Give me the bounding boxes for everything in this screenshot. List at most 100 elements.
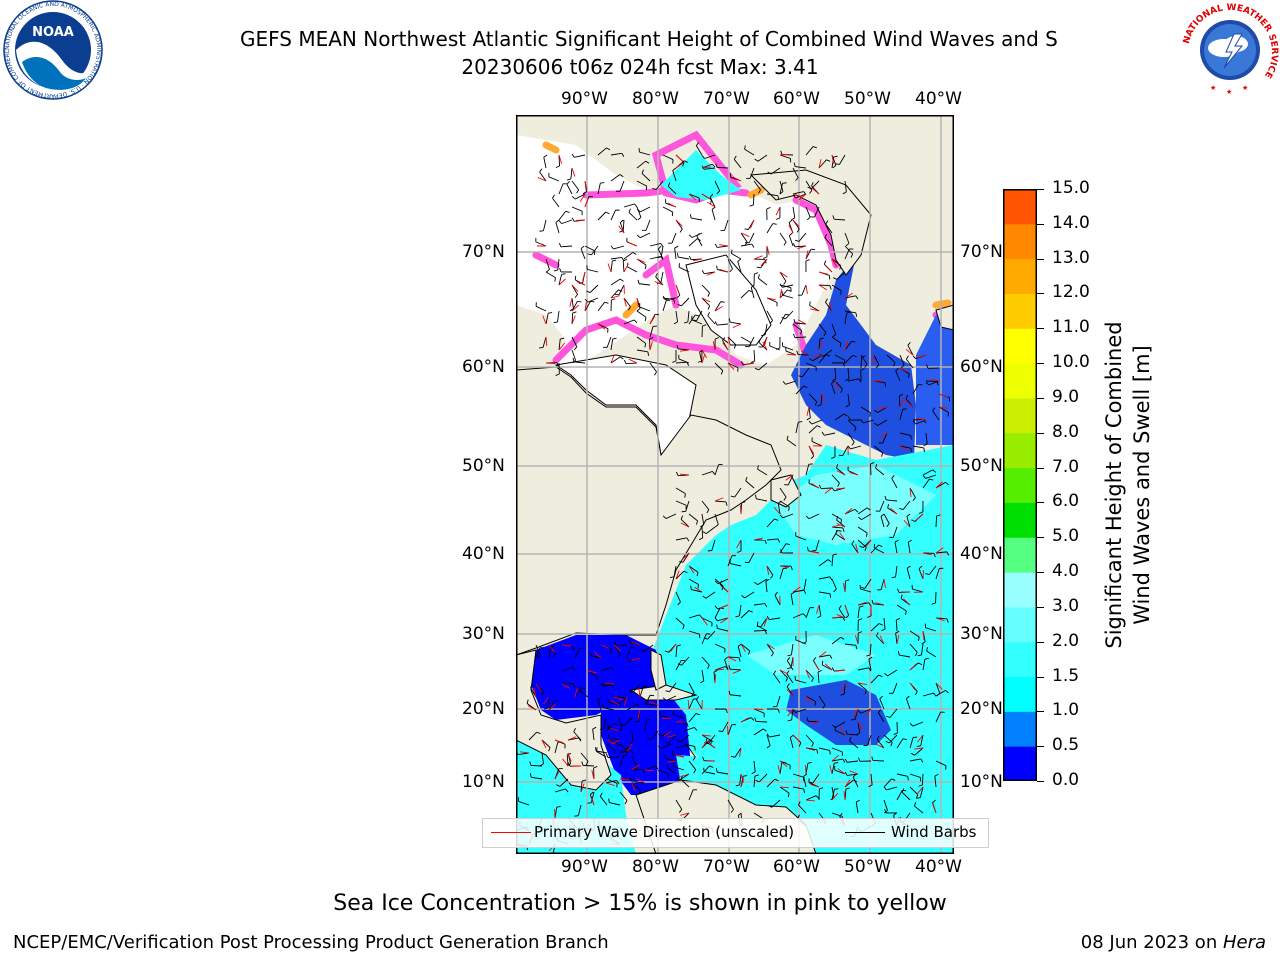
wave-direction-arrow <box>545 336 548 347</box>
wind-barb-flag <box>875 364 880 369</box>
wind-barb <box>831 526 843 529</box>
wind-barb-flag <box>605 211 610 215</box>
wind-barb-flag <box>861 355 866 358</box>
wind-barb <box>928 380 940 386</box>
wind-barb-flag <box>765 578 770 582</box>
wind-barb <box>675 660 682 671</box>
wave-direction-arrow <box>628 358 638 364</box>
wind-barb <box>557 310 560 322</box>
wind-barb <box>844 779 854 788</box>
wind-barb <box>774 595 781 606</box>
wind-barb-flag <box>672 360 677 363</box>
wave-direction-arrow <box>909 663 917 671</box>
wind-barb <box>696 310 703 321</box>
wind-barb-flag <box>777 708 780 713</box>
wave-direction-arrow <box>792 219 800 227</box>
wind-barb-flag <box>572 683 575 688</box>
wave-direction-arrow <box>797 245 807 250</box>
wind-barb <box>875 467 885 476</box>
wind-barb <box>660 271 664 283</box>
wind-barb-flag <box>672 167 677 171</box>
wind-barb-flag <box>612 337 617 340</box>
wind-barb-flag <box>852 773 857 778</box>
wave-direction-arrow <box>631 657 641 661</box>
wind-barb <box>844 248 850 260</box>
wind-barb <box>795 639 807 645</box>
wind-barb-flag <box>910 448 912 453</box>
wave-direction-arrow <box>680 473 690 476</box>
wind-barb <box>803 776 807 788</box>
wind-barb-flag <box>688 255 692 260</box>
wind-barb <box>657 248 664 260</box>
wave-direction-arrow <box>805 284 808 294</box>
wind-barb <box>606 336 612 348</box>
wind-barb-flag <box>893 812 897 816</box>
wind-barb-flag <box>842 616 846 621</box>
wind-barb-flag <box>920 758 924 763</box>
wind-barb-flag <box>910 435 912 440</box>
wave-direction-arrow <box>916 786 924 795</box>
wave-direction-arrow <box>714 305 723 312</box>
wave-direction-arrow <box>804 764 807 775</box>
wind-barb <box>541 752 544 764</box>
wind-barb <box>868 659 872 671</box>
colorbar-tick-label: 11.0 <box>1052 317 1090 338</box>
wind-barb <box>789 737 794 749</box>
wind-barb <box>548 700 556 711</box>
wind-barb-flag <box>917 654 922 657</box>
wind-barb-flag <box>552 194 555 199</box>
wind-barb-flag <box>886 523 890 527</box>
wave-direction-arrow <box>903 598 911 606</box>
wind-barb <box>619 755 624 767</box>
wind-barb <box>912 721 924 727</box>
wind-barb-flag <box>792 333 796 338</box>
wave-direction-arrow <box>831 754 840 762</box>
colorbar-label: Significant Height of Combined Wind Wave… <box>1102 321 1154 649</box>
wave-direction-arrow <box>905 348 914 356</box>
wave-direction-arrow <box>805 695 812 704</box>
wind-barb <box>847 419 857 428</box>
colorbar-cell <box>1003 258 1037 294</box>
newfoundland-land <box>770 474 802 508</box>
wind-barb-flag <box>816 749 819 754</box>
wave-direction-arrow <box>548 703 557 711</box>
wind-barb-flag <box>879 695 883 700</box>
wind-barb <box>610 174 621 182</box>
wind-barb-flag <box>662 295 666 300</box>
wind-barb <box>805 695 816 702</box>
colorbar-tick-mark <box>1037 467 1044 469</box>
wind-barb <box>557 258 560 270</box>
wind-barb-flag <box>807 186 812 190</box>
wind-barb <box>675 799 683 810</box>
wind-barb <box>777 503 781 515</box>
wind-barb-flag <box>628 638 630 643</box>
wind-barb <box>584 301 591 312</box>
wind-barb-flag <box>600 182 605 184</box>
wave-direction-arrow <box>818 651 827 658</box>
wave-direction-arrow <box>636 297 639 307</box>
wind-barb <box>655 276 664 286</box>
wind-barb <box>560 245 573 248</box>
wind-barb-flag <box>860 368 865 371</box>
wave-direction-arrow <box>545 362 556 365</box>
wind-barb <box>831 157 835 169</box>
wind-barb-flag <box>770 652 774 657</box>
colorbar-tick-label: 14.0 <box>1052 212 1090 233</box>
wind-barb <box>818 654 830 658</box>
wind-barb <box>683 727 695 732</box>
wind-barb-flag <box>561 273 566 275</box>
wind-barb-flag <box>829 576 833 581</box>
wind-barb-flag <box>741 501 746 504</box>
wind-barb-flag <box>788 506 790 511</box>
wind-barb-flag <box>772 223 777 225</box>
colorbar-cell <box>1003 502 1037 538</box>
wind-barb-flag <box>893 362 896 367</box>
wind-barb-flag <box>763 256 768 259</box>
wind-barb-flag <box>683 321 688 324</box>
wind-barb-flag <box>831 487 835 492</box>
wind-barb <box>649 326 654 338</box>
wind-barb <box>727 258 733 270</box>
wind-barb-flag <box>909 722 914 727</box>
wind-barb <box>831 812 843 817</box>
wind-barb-flag <box>884 808 887 814</box>
